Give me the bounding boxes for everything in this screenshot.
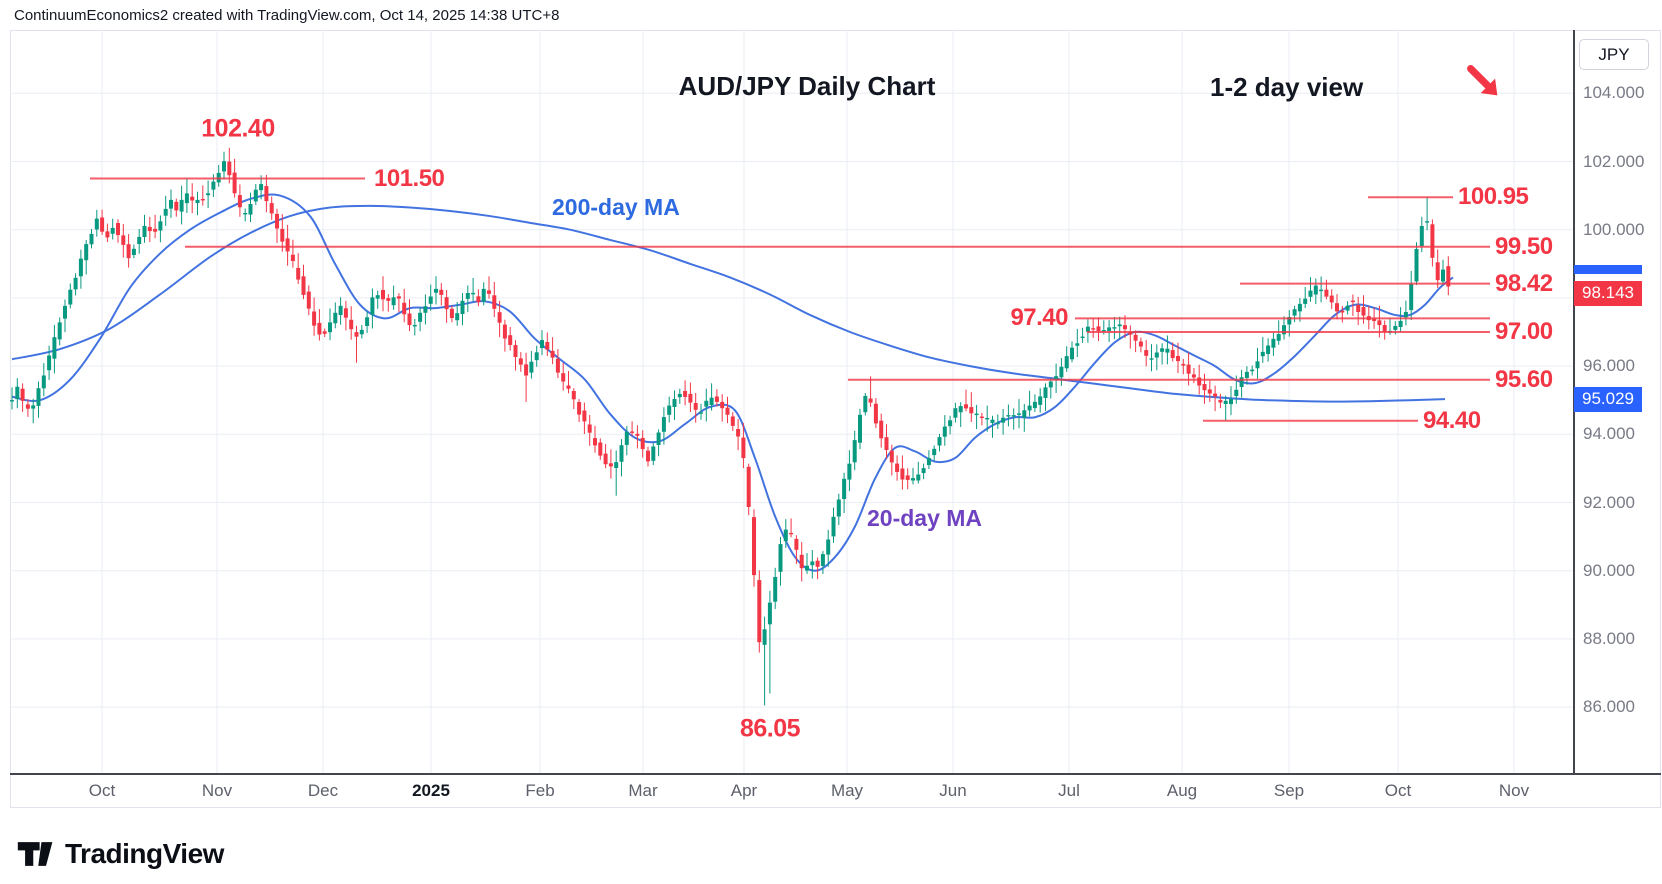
month-tick-label: Jun [939,781,967,800]
ma-200-label: 200-day MA [552,194,680,220]
price-axis-symbol-label: JPY [1598,44,1630,64]
candlestick-series [10,147,1451,706]
level-label: 100.95 [1458,183,1529,211]
month-tick-label: 2025 [412,781,450,800]
price-tick-label: 102.000 [1583,151,1645,171]
time-axis-separator [10,773,1661,775]
level-label: 94.40 [1423,406,1481,434]
month-tick-label: Oct [1384,781,1412,800]
price-tick-label: 100.000 [1583,219,1645,239]
price-tick-label: 96.000 [1583,356,1635,376]
tradingview-wordmark: TradingView [65,838,224,869]
level-label: 97.00 [1495,318,1553,345]
price-annotation: 102.40 [201,114,275,143]
tradingview-mark-icon [17,842,53,866]
last-price-badge: 98.143 [1574,280,1642,306]
price-tick-label: 90.000 [1583,560,1635,580]
attribution-text: ContinuumEconomics2 created with Trading… [14,7,560,24]
ma20-value-badge-hidden [1574,265,1642,275]
widget-bottom-border [10,807,1661,808]
price-axis-symbol-box: JPY [1579,39,1649,70]
price-tick-label: 94.000 [1583,424,1635,444]
month-tick-label: Apr [730,781,758,800]
ma-200-line [11,204,1446,403]
down-right-arrow-icon [1467,65,1498,96]
month-tick-label: Aug [1166,781,1198,800]
level-label: 101.50 [374,164,445,192]
level-label: 97.40 [1010,304,1068,332]
month-tick-label: Nov [1498,781,1530,800]
month-tick-label: Dec [307,781,339,800]
chart-title: AUD/JPY Daily Chart [678,71,936,101]
last-price-value: 98.143 [1582,283,1634,303]
month-tick-label: May [830,781,864,800]
ma-20-line [11,193,1454,572]
month-tick-label: Jul [1058,781,1080,800]
month-tick-label: Sep [1273,781,1305,800]
month-tick-label: Oct [88,781,116,800]
level-label: 98.42 [1495,269,1553,297]
month-tick-label: Nov [201,781,233,800]
widget-top-border [10,30,1661,31]
price-tick-label: 88.000 [1583,628,1635,648]
tradingview-logo[interactable]: TradingView [16,838,224,870]
price-tick-label: 104.000 [1583,83,1645,103]
widget-right-border [1660,30,1661,807]
ma200-value: 95.029 [1582,389,1634,409]
month-tick-label: Feb [525,781,555,800]
price-axis-separator [1573,30,1575,774]
price-tick-label: 92.000 [1583,492,1635,512]
ma200-value-badge: 95.029 [1574,386,1642,412]
level-label: 95.60 [1495,365,1553,393]
month-tick-label: Mar [628,781,658,800]
level-label: 99.50 [1495,232,1553,260]
ma-20-label: 20-day MA [867,505,983,531]
widget-left-border [10,30,11,807]
price-tick-label: 86.000 [1583,697,1635,717]
view-note-label: 1-2 day view [1210,72,1364,102]
price-annotation: 86.05 [739,714,801,743]
